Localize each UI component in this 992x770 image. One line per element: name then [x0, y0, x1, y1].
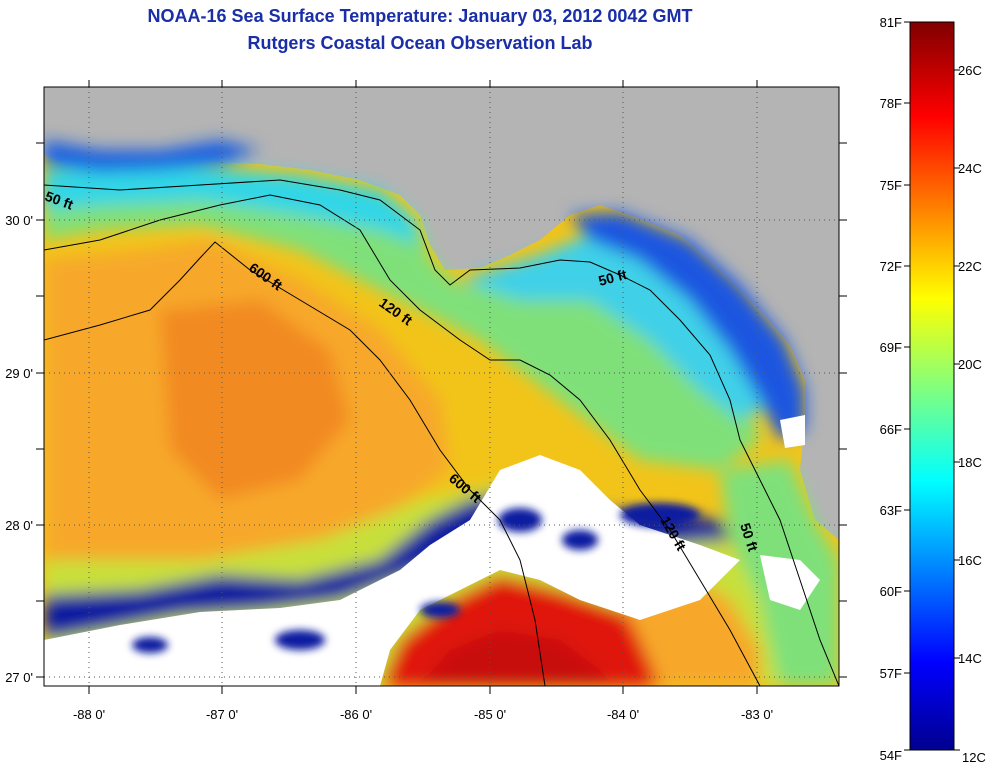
contour-line-600ft — [44, 241, 546, 686]
colorbar-c-label: 26C — [958, 63, 982, 78]
map-title: NOAA-16 Sea Surface Temperature: January… — [147, 6, 693, 26]
lon-tick-label: -88 0' — [73, 707, 105, 722]
axis-ticks — [36, 80, 847, 694]
lat-tick-label: 28 0' — [5, 518, 33, 533]
lat-tick-label: 27 0' — [5, 670, 33, 685]
depth-contours — [44, 179, 839, 686]
lon-tick-label: -86 0' — [340, 707, 372, 722]
colorbar-gradient — [909, 21, 955, 751]
map-subtitle: Rutgers Coastal Ocean Observation Lab — [247, 33, 593, 53]
lat-tick-label: 29 0' — [5, 366, 33, 381]
colorbar-f-label: 60F — [880, 584, 902, 599]
contour-50ft-east-label: 50 ft — [597, 266, 629, 289]
contour-line-120ft — [44, 194, 761, 686]
colorbar-f-label: 72F — [880, 259, 902, 274]
colorbar-f-label: 81F — [880, 15, 902, 30]
colorbar-c-label: 24C — [958, 161, 982, 176]
lon-tick-label: -83 0' — [741, 707, 773, 722]
colorbar-f-label: 66F — [880, 422, 902, 437]
map-panel: 50 ft 600 ft 120 ft 50 ft 600 ft 120 ft … — [44, 87, 839, 686]
colorbar-c-label: 12C — [962, 750, 986, 765]
map-frame — [43, 86, 840, 687]
lon-tick-label: -87 0' — [206, 707, 238, 722]
colorbar-f-label: 78F — [880, 96, 902, 111]
lon-tick-label: -84 0' — [607, 707, 639, 722]
lat-tick-label: 30 0' — [5, 213, 33, 228]
lon-tick-label: -85 0' — [474, 707, 506, 722]
colorbar-c-label: 18C — [958, 455, 982, 470]
colorbar-f-label: 54F — [880, 748, 902, 763]
colorbar: 81F 78F 75F 72F 69F 66F 63F 60F 57F 54F … — [880, 15, 986, 765]
contour-line-50ft — [44, 179, 839, 686]
colorbar-c-label: 20C — [958, 357, 982, 372]
colorbar-f-label: 75F — [880, 178, 902, 193]
colorbar-f-label: 69F — [880, 340, 902, 355]
colorbar-c-label: 14C — [958, 651, 982, 666]
colorbar-c-label: 22C — [958, 259, 982, 274]
colorbar-f-label: 63F — [880, 503, 902, 518]
colorbar-f-label: 57F — [880, 666, 902, 681]
colorbar-c-label: 16C — [958, 553, 982, 568]
